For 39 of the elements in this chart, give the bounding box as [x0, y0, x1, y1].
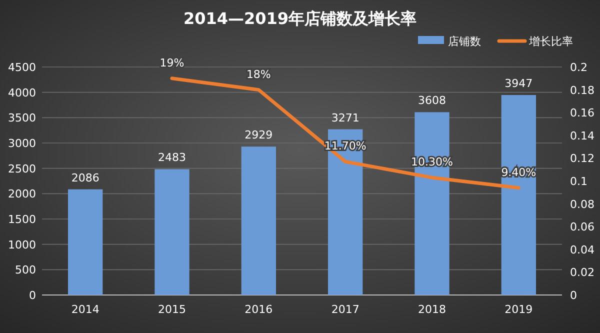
x-tick-label: 2019 — [504, 303, 533, 316]
data-label: 2483 — [158, 151, 186, 164]
data-label: 3271 — [331, 111, 360, 124]
data-label: 9.40% — [501, 166, 536, 179]
x-tick-label: 2017 — [331, 303, 360, 316]
legend-label: 店铺数 — [448, 35, 481, 48]
legend-label: 增长比率 — [528, 35, 573, 48]
data-label: 2086 — [71, 171, 100, 184]
x-tick-label: 2015 — [158, 303, 186, 316]
x-tick-label: 2018 — [418, 303, 446, 316]
y-tick-label: 3500 — [8, 112, 36, 125]
y-tick-label: 500 — [15, 264, 36, 277]
data-label: 19% — [160, 56, 184, 70]
y2-tick-label: 0.16 — [570, 106, 594, 120]
y-tick-label: 1000 — [8, 238, 36, 252]
y2-tick-label: 0.18 — [570, 84, 594, 97]
y2-tick-label: 0.2 — [570, 61, 588, 74]
x-tick-label: 2014 — [71, 303, 100, 316]
y-tick-label: 0 — [29, 289, 36, 302]
data-label: 2929 — [244, 128, 273, 142]
y-tick-label: 3000 — [8, 137, 36, 150]
chart-title: 2014—2019年店铺数及增长率 — [183, 9, 417, 28]
y2-tick-label: 0.02 — [570, 266, 594, 280]
y2-tick-label: 0.08 — [570, 198, 594, 211]
y2-tick-label: 0.1 — [570, 175, 588, 188]
y2-tick-label: 0.06 — [570, 220, 594, 234]
y-tick-label: 2500 — [8, 162, 36, 176]
y2-tick-label: 0.12 — [570, 152, 594, 166]
y-tick-label: 4500 — [8, 61, 36, 74]
y2-tick-label: 0.14 — [570, 129, 594, 142]
data-label: 3947 — [504, 77, 533, 90]
y-tick-label: 1500 — [8, 213, 36, 226]
y-tick-label: 4000 — [8, 86, 36, 100]
y2-tick-label: 0.04 — [570, 243, 594, 256]
y-tick-label: 2000 — [8, 188, 36, 201]
y2-tick-label: 0 — [570, 289, 577, 302]
data-label: 18% — [246, 68, 271, 81]
x-tick-label: 2016 — [244, 303, 273, 316]
data-label: 3608 — [418, 94, 446, 108]
